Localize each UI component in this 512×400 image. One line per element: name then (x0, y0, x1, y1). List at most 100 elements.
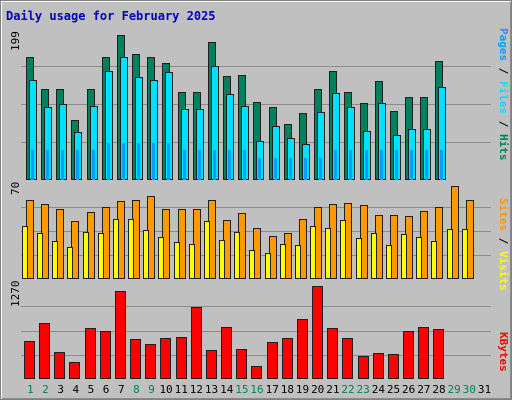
gridline (21, 207, 491, 208)
legend-sites: Sites (497, 198, 510, 232)
day-tick-23: 23 (356, 383, 370, 396)
visits-bar-day-21 (325, 228, 332, 279)
gridline (21, 306, 491, 307)
pages-bar-day-17 (273, 158, 277, 180)
legend-sep-3: / (497, 231, 510, 251)
pages-bar-day-6 (106, 143, 110, 180)
kbytes-bar-day-16 (251, 366, 263, 379)
visits-bar-day-8 (128, 219, 135, 279)
pages-bar-day-8 (137, 143, 141, 180)
chart-title: Daily usage for February 2025 (6, 9, 216, 23)
visits-bar-day-27 (416, 237, 423, 279)
pages-bar-day-27 (425, 150, 429, 180)
visits-bar-day-17 (264, 253, 271, 279)
day-tick-20: 20 (311, 383, 325, 396)
pages-bar-day-18 (288, 158, 292, 180)
day-tick-1: 1 (27, 383, 34, 396)
gridline (21, 331, 491, 332)
legend-visits: Visits (497, 251, 510, 291)
legend-sep-1: / (497, 61, 510, 81)
legend-sep-2: / (497, 114, 510, 134)
day-tick-25: 25 (386, 383, 401, 396)
kbytes-bar-day-17 (266, 342, 278, 379)
kbytes-bar-day-22 (342, 338, 354, 379)
visits-bar-day-25 (385, 245, 392, 279)
sites-visits-legend: Sites / Visits (497, 198, 510, 291)
day-tick-7: 7 (117, 383, 125, 396)
day-tick-3: 3 (57, 383, 64, 396)
kbytes-bar-day-12 (190, 307, 202, 379)
day-tick-29: 29 (447, 383, 461, 396)
pages-bar-day-28 (440, 150, 444, 180)
kbytes-bar-day-6 (99, 331, 111, 379)
visits-bar-day-19 (294, 245, 301, 279)
day-tick-14: 14 (220, 383, 234, 396)
day-tick-12: 12 (189, 383, 204, 396)
visits-bar-day-13 (203, 221, 210, 279)
pages-bar-day-10 (167, 143, 171, 180)
kbytes-bar-day-2 (39, 323, 51, 379)
day-tick-22: 22 (341, 383, 355, 396)
pages-bar-day-23 (364, 150, 368, 180)
pages-bar-day-11 (182, 150, 186, 180)
pages-bar-day-20 (319, 158, 323, 180)
visits-bar-day-29 (446, 229, 453, 279)
day-tick-27: 27 (417, 383, 431, 396)
visits-bar-day-10 (158, 237, 165, 279)
day-tick-2: 2 (42, 383, 49, 396)
day-tick-26: 26 (402, 383, 416, 396)
pages-bar-day-12 (197, 150, 201, 180)
kbytes-bar-day-21 (327, 328, 339, 379)
day-tick-16: 16 (250, 383, 264, 396)
visits-bar-day-6 (97, 233, 104, 279)
kbytes-bar-day-19 (296, 319, 308, 379)
kbytes-bar-day-4 (69, 362, 81, 379)
kbytes-bar-day-10 (160, 338, 172, 379)
day-tick-10: 10 (159, 383, 173, 396)
visits-bar-day-24 (370, 233, 377, 279)
visits-bar-day-3 (52, 241, 59, 279)
gridline (21, 355, 491, 356)
kbytes-bar-day-9 (145, 344, 157, 379)
day-tick-17: 17 (265, 383, 279, 396)
visits-bar-day-1 (22, 226, 28, 279)
pages-bar-day-22 (349, 150, 353, 180)
visits-bar-day-11 (173, 242, 180, 279)
visits-bar-day-5 (82, 232, 89, 279)
gridline (21, 66, 491, 67)
visits-bar-day-30 (461, 229, 468, 279)
day-tick-13: 13 (204, 383, 219, 396)
hits-files-pages-legend: Pages / Files / Hits (497, 28, 510, 161)
day-tick-15: 15 (235, 383, 249, 396)
kbytes-bar-day-5 (84, 328, 96, 379)
pages-bar-day-9 (152, 143, 156, 180)
visits-bar-day-18 (279, 244, 286, 279)
visits-bar-day-14 (219, 240, 226, 279)
kbytes-bar-day-23 (357, 356, 369, 379)
legend-files: Files (497, 81, 510, 115)
legend-pages: Pages (497, 28, 510, 62)
pages-bar-day-19 (303, 158, 307, 180)
kbytes-bar-day-28 (433, 329, 445, 379)
pages-bar-day-3 (61, 150, 65, 180)
day-tick-21: 21 (326, 383, 340, 396)
kbytes-max-label: 1270 (9, 280, 22, 308)
visits-bar-day-28 (431, 241, 438, 279)
pages-bar-day-5 (91, 150, 95, 180)
legend-hits: Hits (497, 134, 510, 161)
kbytes-bar-day-7 (114, 291, 126, 379)
visits-bar-day-2 (37, 233, 44, 279)
kbytes-bar-day-24 (372, 353, 384, 379)
kbytes-legend: KBytes (497, 332, 510, 372)
day-tick-9: 9 (148, 383, 155, 396)
sites-max-label: 70 (9, 181, 22, 195)
visits-bar-day-15 (234, 232, 241, 279)
visits-bar-day-4 (67, 247, 74, 279)
pages-bar-day-4 (76, 150, 80, 180)
kbytes-bar-day-18 (281, 338, 293, 379)
day-tick-6: 6 (102, 383, 110, 396)
visits-bar-day-12 (188, 244, 195, 279)
day-tick-30: 30 (462, 383, 476, 396)
day-tick-24: 24 (371, 383, 385, 396)
